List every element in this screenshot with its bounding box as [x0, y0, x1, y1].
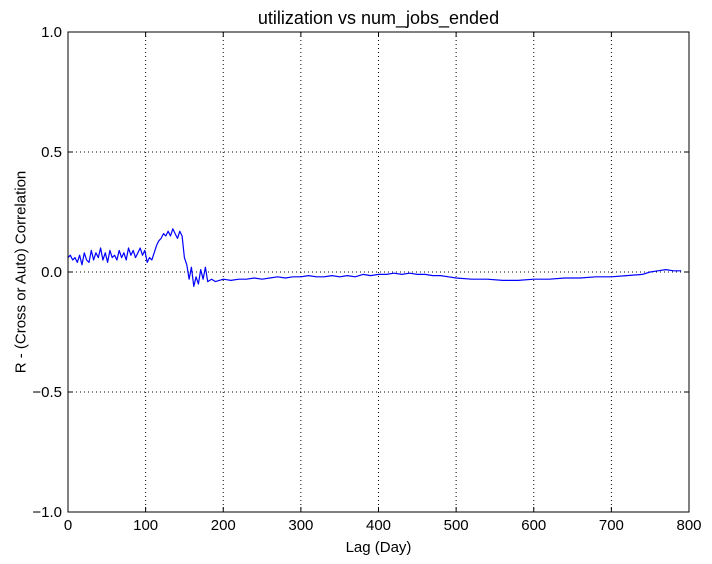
y-axis-label: R - (Cross or Auto) Correlation — [12, 171, 29, 374]
y-tick-label: 0.0 — [41, 264, 62, 281]
x-tick-label: 700 — [599, 517, 624, 534]
x-tick-label: 100 — [133, 517, 158, 534]
x-tick-label: 500 — [444, 517, 469, 534]
y-tick-label: 1.0 — [41, 24, 62, 41]
x-axis-label: Lag (Day) — [346, 539, 412, 556]
ticks: 0 100 200 300 400 500 600 700 800 −1.0 −0.5 0.0 0.5 1… — [32, 24, 701, 534]
x-tick-label: 400 — [366, 517, 391, 534]
y-tick-label: 0.5 — [41, 144, 62, 161]
series-layer — [67, 228, 682, 287]
chart-title: utilization vs num_jobs_ended — [258, 8, 499, 29]
x-tick-label: 300 — [288, 517, 313, 534]
grid — [68, 32, 689, 512]
series-line — [67, 228, 682, 287]
y-tick-label: −1.0 — [32, 504, 62, 521]
x-tick-label: 800 — [676, 517, 701, 534]
x-tick-label: 0 — [64, 517, 72, 534]
x-tick-label: 200 — [211, 517, 236, 534]
y-tick-label: −0.5 — [32, 384, 62, 401]
x-tick-label: 600 — [521, 517, 546, 534]
